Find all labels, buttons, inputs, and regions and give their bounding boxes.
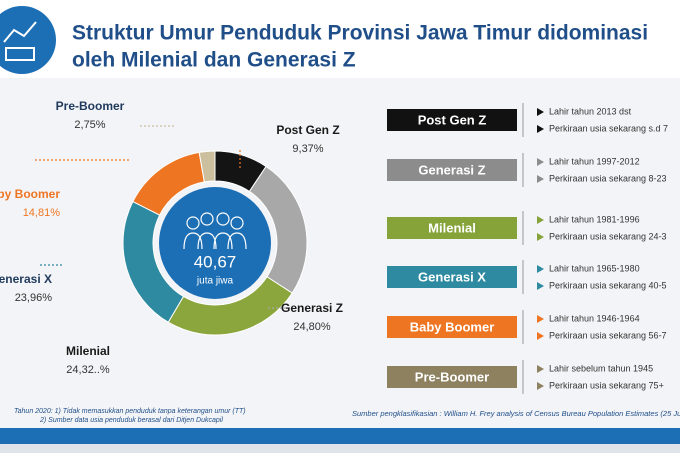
segment-value: 2,75%: [74, 119, 105, 131]
bullet: [537, 282, 544, 290]
people-icon: [216, 212, 230, 226]
generation-detail: Perkiraan usia sekarang 56-7: [549, 330, 667, 340]
generation-name: Baby Boomer: [410, 319, 495, 334]
generation-box: [387, 366, 517, 388]
people-icon: [227, 232, 247, 250]
people-icon: [200, 212, 214, 226]
segment-value: 24,32..%: [66, 364, 110, 376]
generation-box: [387, 217, 517, 239]
generation-name: Generasi X: [418, 269, 486, 284]
footnote: 2) Sumber data usia penduduk berasal dar…: [39, 417, 223, 424]
bullet: [537, 125, 544, 133]
generation-name: Post Gen Z: [418, 112, 487, 127]
generation-box: [387, 316, 517, 338]
header-icon: [0, 6, 56, 74]
segment-value: 23,96%: [15, 292, 53, 304]
generation-detail: Lahir tahun 2013 dst: [549, 106, 632, 116]
bullet: [537, 382, 544, 390]
icon-bars: [5, 47, 35, 61]
generation-box: [387, 159, 517, 181]
generation-name: Milenial: [428, 220, 476, 235]
segment-label: Generasi X: [0, 272, 52, 286]
bullet: [537, 175, 544, 183]
generation-detail: Perkiraan usia sekarang 75+: [549, 380, 664, 390]
generation-detail: Lahir tahun 1981-1996: [549, 214, 640, 224]
segment-label: Generasi Z: [281, 301, 343, 315]
donut-segment: [198, 150, 216, 183]
bullet: [537, 216, 544, 224]
bullet: [537, 332, 544, 340]
generation-detail: Perkiraan usia sekarang 40-5: [549, 280, 667, 290]
segment-label: Pre-Boomer: [56, 99, 125, 113]
people-icon: [230, 216, 244, 230]
footer-edge: [0, 444, 680, 453]
segment-value: 14,81%: [23, 207, 61, 219]
segment-label: Post Gen Z: [276, 123, 339, 137]
generation-detail: Lahir sebelum tahun 1945: [549, 363, 653, 373]
segment-label: Baby Boomer: [0, 187, 60, 201]
bullet: [537, 365, 544, 373]
generation-detail: Perkiraan usia sekarang 8-23: [549, 173, 667, 183]
people-icon: [183, 232, 203, 250]
segment-value: 24,80%: [293, 321, 331, 333]
generation-box: [387, 109, 517, 131]
bullet: [537, 158, 544, 166]
generation-detail: Perkiraan usia sekarang 24-3: [549, 231, 667, 241]
generation-detail: Lahir tahun 1946-1964: [549, 313, 640, 323]
people-icon: [213, 232, 233, 250]
bullet: [537, 233, 544, 241]
footnote: Tahun 2020: 1) Tidak memasukkan penduduk…: [14, 408, 246, 415]
bullet: [537, 315, 544, 323]
generation-box: [387, 266, 517, 288]
center-value: 40,67: [194, 252, 237, 271]
source-note: Sumber pengklasifikasian : William H. Fr…: [352, 409, 680, 418]
header-band: [0, 0, 680, 78]
generation-detail: Lahir tahun 1965-1980: [549, 263, 640, 273]
segment-label: Milenial: [66, 344, 110, 358]
icon-line: [3, 21, 37, 43]
bullet: [537, 108, 544, 116]
title-line: Struktur Umur Penduduk Provinsi Jawa Tim…: [72, 22, 648, 45]
people-icon: [186, 216, 200, 230]
generation-detail: Lahir tahun 1997-2012: [549, 156, 640, 166]
generation-name: Pre-Boomer: [415, 369, 489, 384]
generation-name: Generasi Z: [418, 162, 485, 177]
bullet: [537, 265, 544, 273]
footer-band: [0, 428, 680, 444]
center-unit: juta jiwa: [196, 276, 234, 287]
segment-value: 9,37%: [292, 143, 323, 155]
generation-detail: Perkiraan usia sekarang s.d 7: [549, 123, 668, 133]
title-line: oleh Milenial dan Generasi Z: [72, 49, 356, 72]
